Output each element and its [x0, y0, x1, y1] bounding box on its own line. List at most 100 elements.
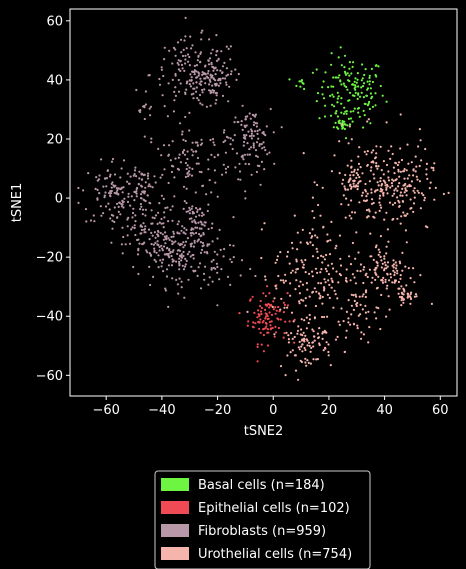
scatter-point: [334, 76, 337, 79]
scatter-point: [282, 336, 285, 339]
scatter-point: [394, 267, 398, 270]
scatter-point: [362, 268, 365, 271]
scatter-point: [167, 252, 170, 256]
scatter-point: [345, 110, 348, 113]
scatter-point: [340, 123, 343, 126]
scatter-point: [393, 273, 396, 277]
scatter-point: [237, 178, 240, 181]
scatter-point: [372, 173, 375, 176]
scatter-point: [376, 181, 379, 184]
scatter-point: [197, 54, 200, 57]
scatter-point: [311, 71, 314, 74]
scatter-point: [163, 58, 166, 61]
scatter-point: [364, 295, 367, 299]
scatter-point: [399, 191, 402, 194]
scatter-point: [162, 245, 166, 248]
scatter-point: [153, 217, 156, 220]
scatter-point: [184, 240, 188, 243]
scatter-point: [282, 301, 285, 304]
scatter-point: [245, 124, 248, 127]
scatter-point: [182, 48, 185, 52]
scatter-point: [264, 308, 267, 311]
scatter-point: [177, 68, 180, 71]
scatter-point: [385, 211, 388, 214]
scatter-point: [100, 158, 103, 161]
scatter-point: [230, 260, 233, 264]
scatter-point: [167, 220, 170, 223]
scatter-point: [227, 100, 230, 103]
scatter-point: [188, 250, 191, 253]
scatter-point: [364, 182, 367, 186]
scatter-point: [250, 128, 253, 131]
scatter-point: [143, 192, 146, 195]
scatter-point: [288, 262, 291, 265]
scatter-point: [311, 235, 314, 238]
scatter-point: [304, 348, 307, 352]
scatter-point: [357, 111, 360, 114]
scatter-point: [433, 162, 436, 165]
scatter-point: [328, 283, 331, 286]
scatter-point: [174, 240, 177, 243]
scatter-point: [208, 83, 211, 86]
scatter-point: [378, 194, 382, 197]
scatter-point: [327, 343, 330, 346]
scatter-point: [225, 45, 228, 48]
scatter-point: [120, 205, 123, 208]
scatter-point: [396, 196, 399, 199]
scatter-point: [192, 245, 195, 248]
scatter-point: [389, 273, 392, 276]
scatter-point: [400, 299, 403, 302]
scatter-point: [116, 216, 119, 219]
scatter-point: [169, 250, 172, 253]
scatter-point: [332, 306, 335, 309]
scatter-point: [109, 192, 113, 195]
scatter-point: [189, 73, 192, 76]
scatter-point: [336, 101, 339, 104]
scatter-point: [216, 265, 219, 269]
scatter-point: [267, 317, 270, 320]
scatter-point: [196, 208, 199, 211]
scatter-point: [139, 203, 142, 206]
scatter-point: [345, 280, 348, 283]
scatter-point: [378, 251, 381, 254]
scatter-point: [152, 275, 155, 278]
scatter-point: [352, 174, 355, 177]
scatter-point: [300, 345, 303, 348]
scatter-point: [153, 247, 156, 250]
scatter-point: [395, 264, 398, 267]
scatter-point: [332, 126, 335, 129]
scatter-point: [176, 232, 179, 235]
scatter-point: [419, 207, 422, 210]
scatter-point: [344, 73, 348, 76]
scatter-point: [154, 214, 158, 217]
scatter-point: [267, 331, 270, 334]
x-tick-label: −40: [148, 403, 175, 418]
scatter-point: [198, 214, 201, 217]
scatter-point: [336, 335, 339, 338]
scatter-point: [303, 319, 306, 322]
scatter-point: [252, 146, 255, 149]
scatter-point: [191, 205, 194, 208]
scatter-point: [354, 257, 357, 260]
scatter-point: [353, 87, 356, 90]
scatter-point: [364, 199, 367, 203]
scatter-point: [346, 164, 349, 167]
scatter-point: [272, 300, 275, 303]
scatter-point: [406, 143, 409, 146]
scatter-point: [158, 202, 161, 205]
scatter-point: [283, 303, 286, 306]
scatter-point: [371, 80, 374, 84]
scatter-point: [286, 306, 289, 309]
scatter-point: [121, 226, 124, 229]
scatter-point: [135, 175, 138, 178]
scatter-point: [159, 231, 162, 235]
scatter-point: [289, 294, 292, 297]
scatter-point: [174, 54, 177, 57]
scatter-point: [385, 121, 388, 124]
scatter-point: [201, 184, 205, 187]
scatter-point: [150, 222, 153, 225]
scatter-point: [398, 205, 401, 208]
scatter-point: [366, 104, 369, 107]
scatter-point: [349, 110, 352, 113]
scatter-point: [359, 263, 363, 266]
